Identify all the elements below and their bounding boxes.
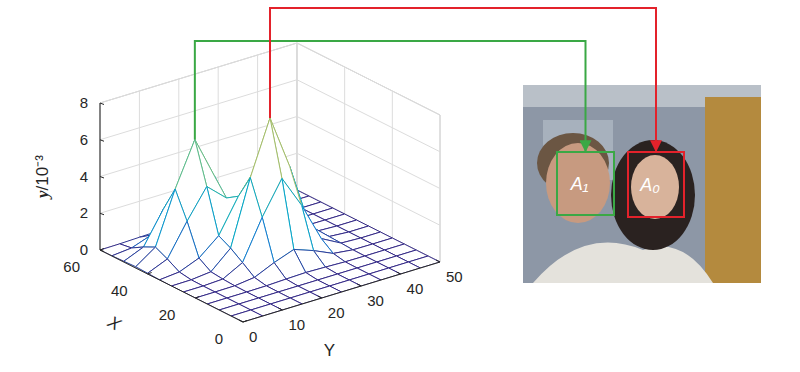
photo <box>523 85 761 283</box>
z-axis-title: y/10⁻³ <box>33 155 52 200</box>
x-axis-line <box>100 250 243 322</box>
y-tick <box>278 308 282 310</box>
y-tick-label: 10 <box>288 316 305 333</box>
hair <box>611 140 695 250</box>
axes: 02040600102030405002468 <box>63 94 462 347</box>
x-tick <box>243 321 247 323</box>
z-tick <box>100 103 104 105</box>
face-box <box>557 152 614 215</box>
y-axis-line <box>243 262 440 322</box>
y-tick-label: 50 <box>446 268 463 285</box>
grid-line <box>297 80 440 152</box>
y-tick-label: 20 <box>328 304 345 321</box>
shoulders <box>533 242 713 283</box>
surface <box>100 118 440 322</box>
y-axis-title: Y <box>324 341 335 360</box>
y-tick-label: 40 <box>407 280 424 297</box>
y-tick-label: 30 <box>367 292 384 309</box>
x-tick-label: 20 <box>159 306 176 323</box>
face-box <box>628 152 684 217</box>
x-tick-label: 60 <box>63 258 80 275</box>
face-label: A₁ <box>570 174 589 194</box>
y-tick-label: 0 <box>249 328 257 345</box>
photo-background <box>523 85 761 283</box>
face <box>546 143 610 223</box>
z-tick-label: 4 <box>80 168 88 185</box>
arrow <box>270 8 656 151</box>
x-tick <box>195 297 199 299</box>
figure: 02040600102030405002468XYy/10⁻³A₁A₀ <box>0 0 800 372</box>
z-tick <box>100 177 104 179</box>
z-tick-label: 2 <box>80 204 88 221</box>
z-tick <box>100 140 104 142</box>
x-tick-label: 0 <box>215 330 223 347</box>
face <box>631 155 679 219</box>
y-tick <box>357 284 361 286</box>
grid-line <box>297 117 440 189</box>
arrow <box>195 41 586 151</box>
y-tick <box>436 260 440 262</box>
grid-line <box>243 262 440 322</box>
x-tick-label: 40 <box>111 282 128 299</box>
grid-line <box>297 153 440 225</box>
z-tick-label: 0 <box>80 241 88 258</box>
mesh-cell <box>231 310 263 322</box>
y-tick <box>397 272 401 274</box>
face-label: A₀ <box>639 175 660 195</box>
y-tick <box>239 320 243 322</box>
z-tick-label: 6 <box>80 131 88 148</box>
wall <box>297 43 440 262</box>
annotations: A₁ A₀ <box>195 8 684 217</box>
x-axis-title: X <box>104 312 125 335</box>
grid-line <box>297 43 440 115</box>
x-tick <box>148 273 152 275</box>
z-tick-label: 8 <box>80 94 88 111</box>
y-tick <box>318 296 322 298</box>
door <box>705 97 761 283</box>
z-tick <box>100 250 104 252</box>
grid-line <box>100 43 297 103</box>
z-tick <box>100 213 104 215</box>
